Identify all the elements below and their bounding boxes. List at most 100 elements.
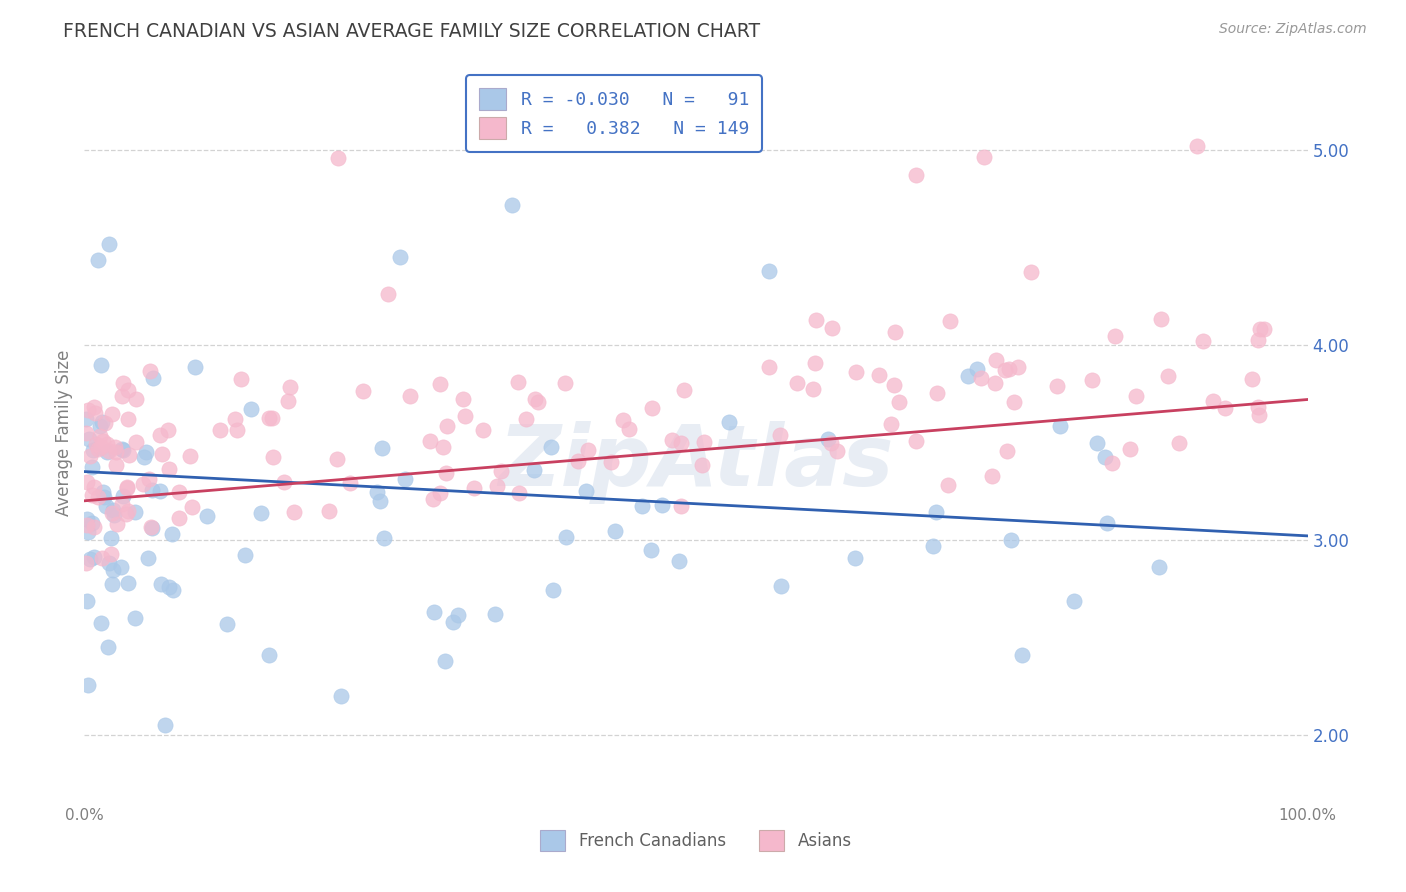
- Point: [75, 412, 97, 426]
- Point: [567, 453, 589, 467]
- Point: [138, 472, 160, 486]
- Point: [921, 539, 943, 553]
- Point: [239, 402, 262, 417]
- Point: [389, 250, 412, 264]
- Point: [273, 475, 295, 490]
- Point: [434, 466, 457, 480]
- Text: FRENCH CANADIAN VS ASIAN AVERAGE FAMILY SIZE CORRELATION CHART: FRENCH CANADIAN VS ASIAN AVERAGE FAMILY …: [63, 22, 761, 41]
- Point: [139, 520, 162, 534]
- Point: [142, 371, 165, 385]
- Point: [717, 416, 740, 430]
- Point: [104, 458, 127, 473]
- Point: [1213, 401, 1236, 415]
- Point: [1101, 456, 1123, 470]
- Point: [103, 503, 125, 517]
- Point: [368, 494, 391, 508]
- Point: [98, 557, 121, 571]
- Point: [76, 525, 98, 540]
- Point: [77, 432, 100, 446]
- Point: [93, 416, 115, 430]
- Point: [398, 389, 420, 403]
- Point: [118, 448, 141, 462]
- Point: [160, 527, 183, 541]
- Point: [373, 531, 395, 545]
- Text: ZipAtlas: ZipAtlas: [498, 421, 894, 504]
- Point: [101, 564, 124, 578]
- Point: [101, 506, 124, 520]
- Point: [132, 477, 155, 491]
- Point: [630, 499, 652, 513]
- Point: [905, 169, 928, 183]
- Point: [257, 648, 280, 663]
- Point: [1168, 436, 1191, 450]
- Point: [868, 368, 890, 382]
- Point: [83, 520, 105, 534]
- Point: [75, 556, 97, 570]
- Point: [197, 508, 219, 523]
- Point: [1240, 372, 1263, 386]
- Point: [973, 151, 995, 165]
- Point: [283, 504, 305, 518]
- Point: [600, 455, 623, 469]
- Point: [233, 548, 256, 562]
- Point: [83, 400, 105, 414]
- Point: [970, 371, 993, 385]
- Point: [463, 482, 485, 496]
- Point: [124, 505, 146, 519]
- Point: [89, 616, 111, 631]
- Point: [215, 617, 238, 632]
- Point: [1202, 394, 1225, 409]
- Point: [803, 382, 825, 396]
- Point: [806, 313, 828, 327]
- Point: [433, 654, 456, 668]
- Point: [515, 412, 537, 426]
- Point: [136, 551, 159, 566]
- Point: [845, 365, 868, 379]
- Point: [758, 360, 780, 375]
- Point: [135, 444, 157, 458]
- Point: [786, 376, 808, 390]
- Point: [179, 449, 201, 463]
- Point: [804, 356, 827, 370]
- Point: [117, 576, 139, 591]
- Point: [669, 435, 692, 450]
- Point: [79, 449, 101, 463]
- Point: [150, 577, 173, 591]
- Point: [1125, 389, 1147, 403]
- Point: [111, 497, 134, 511]
- Point: [1046, 379, 1069, 393]
- Point: [330, 689, 353, 703]
- Point: [83, 480, 105, 494]
- Point: [229, 372, 252, 386]
- Point: [162, 582, 184, 597]
- Point: [167, 511, 190, 525]
- Point: [1149, 560, 1171, 574]
- Point: [84, 406, 107, 420]
- Point: [104, 440, 127, 454]
- Point: [1002, 395, 1025, 409]
- Point: [75, 425, 97, 440]
- Point: [84, 437, 107, 451]
- Point: [100, 531, 122, 545]
- Point: [939, 314, 962, 328]
- Point: [441, 615, 464, 629]
- Point: [326, 152, 349, 166]
- Point: [79, 552, 101, 566]
- Point: [769, 579, 792, 593]
- Point: [432, 440, 454, 454]
- Point: [180, 500, 202, 515]
- Point: [605, 524, 627, 538]
- Point: [1192, 334, 1215, 348]
- Point: [125, 392, 148, 406]
- Point: [422, 491, 444, 506]
- Point: [471, 424, 494, 438]
- Point: [423, 605, 446, 619]
- Point: [555, 530, 578, 544]
- Point: [90, 550, 112, 565]
- Point: [936, 478, 959, 492]
- Point: [76, 594, 98, 608]
- Point: [100, 547, 122, 561]
- Point: [1247, 409, 1270, 423]
- Point: [769, 427, 792, 442]
- Point: [117, 412, 139, 426]
